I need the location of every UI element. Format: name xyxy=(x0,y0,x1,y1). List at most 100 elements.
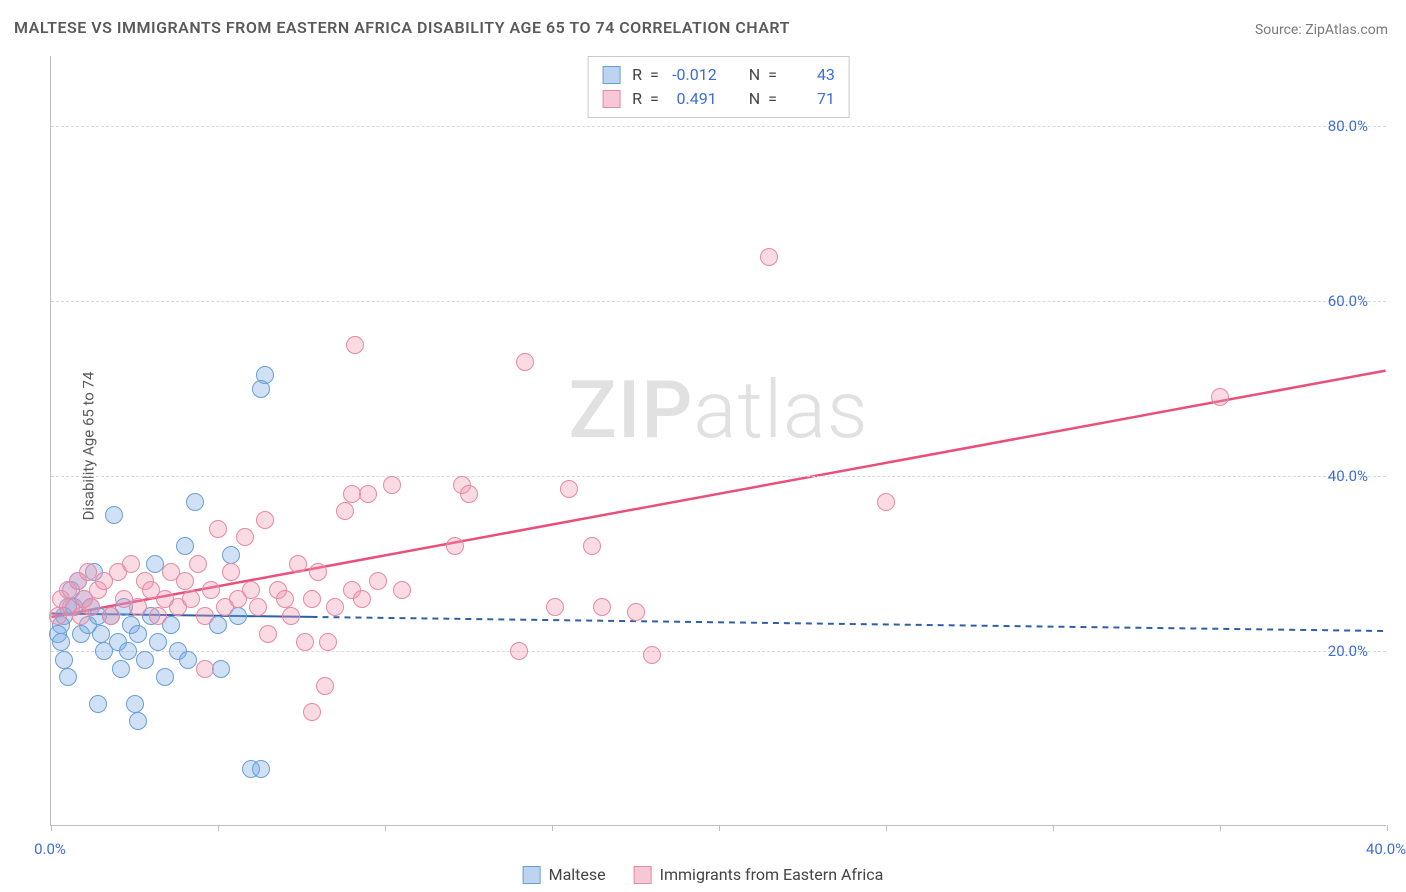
stat-n-label: N xyxy=(749,63,760,87)
data-point xyxy=(346,336,364,354)
data-point xyxy=(256,511,274,529)
data-point xyxy=(182,590,200,608)
legend-swatch xyxy=(634,866,652,884)
legend-label: Maltese xyxy=(549,865,606,884)
data-point xyxy=(249,598,267,616)
data-point xyxy=(126,695,144,713)
data-point xyxy=(82,598,100,616)
x-tick-label: 0.0% xyxy=(34,840,66,858)
data-point xyxy=(256,366,274,384)
data-point xyxy=(122,555,140,573)
data-point xyxy=(242,581,260,599)
stats-box: R=-0.012N=43R=0.491N=71 xyxy=(587,56,850,118)
data-point xyxy=(336,502,354,520)
data-point xyxy=(460,485,478,503)
source-attribution: Source: ZipAtlas.com xyxy=(1255,22,1388,38)
stat-eq: = xyxy=(768,87,777,111)
trend-line-dashed xyxy=(312,617,1386,631)
stat-eq: = xyxy=(650,87,659,111)
data-point xyxy=(105,506,123,524)
data-point xyxy=(92,625,110,643)
data-point xyxy=(129,598,147,616)
source-label: Source: xyxy=(1255,22,1302,38)
data-point xyxy=(1211,388,1229,406)
data-point xyxy=(212,660,230,678)
data-point xyxy=(359,485,377,503)
x-tick-mark xyxy=(1387,825,1388,831)
plot-area: ZIPatlas R=-0.012N=43R=0.491N=71 20.0%40… xyxy=(50,56,1386,826)
trend-lines-svg xyxy=(51,56,1386,825)
x-tick-mark xyxy=(886,825,887,831)
data-point xyxy=(259,625,277,643)
x-tick-label: 40.0% xyxy=(1366,840,1406,858)
data-point xyxy=(129,625,147,643)
data-point xyxy=(383,476,401,494)
chart-container: MALTESE VS IMMIGRANTS FROM EASTERN AFRIC… xyxy=(0,0,1406,892)
data-point xyxy=(343,485,361,503)
data-point xyxy=(593,598,611,616)
stat-r-label: R xyxy=(632,63,642,87)
data-point xyxy=(55,651,73,669)
y-tick-label: 80.0% xyxy=(1328,117,1368,135)
stat-n-value: 43 xyxy=(785,63,835,87)
data-point xyxy=(282,607,300,625)
x-tick-mark xyxy=(218,825,219,831)
data-point xyxy=(760,248,778,266)
x-tick-mark xyxy=(1220,825,1221,831)
stat-r-label: R xyxy=(632,87,642,111)
data-point xyxy=(276,590,294,608)
data-point xyxy=(222,563,240,581)
data-point xyxy=(369,572,387,590)
data-point xyxy=(303,703,321,721)
x-tick-mark xyxy=(1053,825,1054,831)
data-point xyxy=(583,537,601,555)
data-point xyxy=(196,607,214,625)
data-point xyxy=(296,633,314,651)
data-point xyxy=(236,528,254,546)
data-point xyxy=(119,642,137,660)
data-point xyxy=(136,651,154,669)
data-point xyxy=(319,633,337,651)
stats-row: R=-0.012N=43 xyxy=(602,63,835,87)
data-point xyxy=(877,493,895,511)
data-point xyxy=(52,633,70,651)
data-point xyxy=(516,353,534,371)
data-point xyxy=(252,760,270,778)
data-point xyxy=(156,668,174,686)
legend-item: Immigrants from Eastern Africa xyxy=(634,865,884,884)
data-point xyxy=(643,646,661,664)
data-point xyxy=(79,563,97,581)
data-point xyxy=(303,590,321,608)
legend-swatch xyxy=(602,90,620,108)
x-tick-mark xyxy=(385,825,386,831)
legend-item: Maltese xyxy=(523,865,606,884)
data-point xyxy=(112,660,130,678)
data-point xyxy=(176,537,194,555)
data-point xyxy=(129,712,147,730)
data-point xyxy=(393,581,411,599)
stat-eq: = xyxy=(768,63,777,87)
data-point xyxy=(353,590,371,608)
legend-swatch xyxy=(523,866,541,884)
data-point xyxy=(627,603,645,621)
data-point xyxy=(149,607,167,625)
data-point xyxy=(316,677,334,695)
data-point xyxy=(186,493,204,511)
data-point xyxy=(309,563,327,581)
data-point xyxy=(209,520,227,538)
gridline xyxy=(51,476,1386,477)
legend-swatch xyxy=(602,66,620,84)
data-point xyxy=(89,695,107,713)
data-point xyxy=(196,660,214,678)
data-point xyxy=(179,651,197,669)
stat-n-label: N xyxy=(749,87,760,111)
x-tick-mark xyxy=(51,825,52,831)
data-point xyxy=(189,555,207,573)
stat-n-value: 71 xyxy=(785,87,835,111)
data-point xyxy=(289,555,307,573)
x-tick-mark xyxy=(552,825,553,831)
data-point xyxy=(560,480,578,498)
gridline xyxy=(51,301,1386,302)
y-tick-label: 60.0% xyxy=(1328,292,1368,310)
y-tick-label: 20.0% xyxy=(1328,642,1368,660)
